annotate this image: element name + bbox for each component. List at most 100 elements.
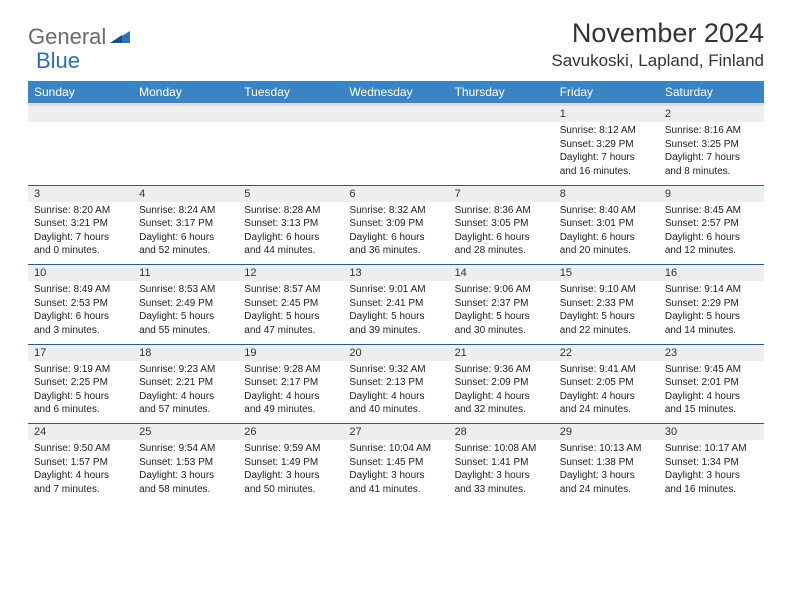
day-number-cell: 7 — [449, 185, 554, 202]
daylight-line: Daylight: 7 hours and 16 minutes. — [560, 151, 653, 178]
daylight-line: Daylight: 3 hours and 41 minutes. — [349, 469, 442, 496]
daylight-line: Daylight: 5 hours and 14 minutes. — [665, 310, 758, 337]
day-details-cell: Sunrise: 8:45 AMSunset: 2:57 PMDaylight:… — [659, 202, 764, 265]
daylight-line: Daylight: 6 hours and 20 minutes. — [560, 231, 653, 258]
sunset-line: Sunset: 2:17 PM — [244, 376, 337, 390]
sunrise-line: Sunrise: 10:04 AM — [349, 442, 442, 456]
day-number-cell: 12 — [238, 265, 343, 282]
day-details-cell: Sunrise: 9:19 AMSunset: 2:25 PMDaylight:… — [28, 361, 133, 424]
weekday-header: Tuesday — [238, 81, 343, 105]
day-details-cell: Sunrise: 8:16 AMSunset: 3:25 PMDaylight:… — [659, 122, 764, 185]
weekday-header: Monday — [133, 81, 238, 105]
sunset-line: Sunset: 1:57 PM — [34, 456, 127, 470]
sunset-line: Sunset: 2:41 PM — [349, 297, 442, 311]
sunset-line: Sunset: 2:09 PM — [455, 376, 548, 390]
day-number-cell: 28 — [449, 424, 554, 441]
daylight-line: Daylight: 4 hours and 15 minutes. — [665, 390, 758, 417]
sunrise-line: Sunrise: 8:53 AM — [139, 283, 232, 297]
sunset-line: Sunset: 3:29 PM — [560, 138, 653, 152]
day-details-cell: Sunrise: 10:17 AMSunset: 1:34 PMDaylight… — [659, 440, 764, 503]
day-details-cell: Sunrise: 9:01 AMSunset: 2:41 PMDaylight:… — [343, 281, 448, 344]
sunrise-line: Sunrise: 8:49 AM — [34, 283, 127, 297]
header: General November 2024 Savukoski, Lapland… — [28, 18, 764, 71]
daylight-line: Daylight: 5 hours and 6 minutes. — [34, 390, 127, 417]
day-number-cell: 11 — [133, 265, 238, 282]
day-details-cell: Sunrise: 9:23 AMSunset: 2:21 PMDaylight:… — [133, 361, 238, 424]
sunset-line: Sunset: 2:05 PM — [560, 376, 653, 390]
day-details-cell: Sunrise: 10:08 AMSunset: 1:41 PMDaylight… — [449, 440, 554, 503]
daylight-line: Daylight: 7 hours and 8 minutes. — [665, 151, 758, 178]
daylight-line: Daylight: 3 hours and 16 minutes. — [665, 469, 758, 496]
sunset-line: Sunset: 1:41 PM — [455, 456, 548, 470]
sunset-line: Sunset: 2:25 PM — [34, 376, 127, 390]
sunrise-line: Sunrise: 9:32 AM — [349, 363, 442, 377]
daylight-line: Daylight: 3 hours and 50 minutes. — [244, 469, 337, 496]
sunrise-line: Sunrise: 9:10 AM — [560, 283, 653, 297]
day-details-cell: Sunrise: 9:10 AMSunset: 2:33 PMDaylight:… — [554, 281, 659, 344]
daylight-line: Daylight: 5 hours and 39 minutes. — [349, 310, 442, 337]
day-number-cell: 20 — [343, 344, 448, 361]
sunset-line: Sunset: 2:53 PM — [34, 297, 127, 311]
day-number-cell: 19 — [238, 344, 343, 361]
day-details-cell: Sunrise: 8:24 AMSunset: 3:17 PMDaylight:… — [133, 202, 238, 265]
day-number-cell: 14 — [449, 265, 554, 282]
sunset-line: Sunset: 3:13 PM — [244, 217, 337, 231]
calendar-table: SundayMondayTuesdayWednesdayThursdayFrid… — [28, 81, 764, 503]
day-number-cell: 27 — [343, 424, 448, 441]
day-details-cell: Sunrise: 8:53 AMSunset: 2:49 PMDaylight:… — [133, 281, 238, 344]
day-number-cell — [133, 105, 238, 123]
day-details-cell: Sunrise: 8:40 AMSunset: 3:01 PMDaylight:… — [554, 202, 659, 265]
sunrise-line: Sunrise: 8:12 AM — [560, 124, 653, 138]
day-details-cell: Sunrise: 9:36 AMSunset: 2:09 PMDaylight:… — [449, 361, 554, 424]
day-details-cell: Sunrise: 9:41 AMSunset: 2:05 PMDaylight:… — [554, 361, 659, 424]
sunset-line: Sunset: 2:29 PM — [665, 297, 758, 311]
day-details-cell: Sunrise: 9:50 AMSunset: 1:57 PMDaylight:… — [28, 440, 133, 503]
day-number-cell: 15 — [554, 265, 659, 282]
day-number-cell: 5 — [238, 185, 343, 202]
day-number-cell: 8 — [554, 185, 659, 202]
day-details-cell: Sunrise: 8:32 AMSunset: 3:09 PMDaylight:… — [343, 202, 448, 265]
day-number-cell: 23 — [659, 344, 764, 361]
day-details-cell: Sunrise: 8:57 AMSunset: 2:45 PMDaylight:… — [238, 281, 343, 344]
sunrise-line: Sunrise: 9:01 AM — [349, 283, 442, 297]
day-details-cell: Sunrise: 9:14 AMSunset: 2:29 PMDaylight:… — [659, 281, 764, 344]
logo-word-2: Blue — [36, 48, 80, 74]
sunrise-line: Sunrise: 8:32 AM — [349, 204, 442, 218]
day-number-cell: 4 — [133, 185, 238, 202]
daylight-line: Daylight: 4 hours and 40 minutes. — [349, 390, 442, 417]
day-number-cell — [28, 105, 133, 123]
sunrise-line: Sunrise: 9:28 AM — [244, 363, 337, 377]
sunset-line: Sunset: 3:01 PM — [560, 217, 653, 231]
daylight-line: Daylight: 3 hours and 33 minutes. — [455, 469, 548, 496]
daylight-line: Daylight: 6 hours and 52 minutes. — [139, 231, 232, 258]
sunrise-line: Sunrise: 9:36 AM — [455, 363, 548, 377]
sunset-line: Sunset: 1:49 PM — [244, 456, 337, 470]
sunset-line: Sunset: 1:45 PM — [349, 456, 442, 470]
sunrise-line: Sunrise: 8:28 AM — [244, 204, 337, 218]
sunset-line: Sunset: 3:17 PM — [139, 217, 232, 231]
day-details-cell — [133, 122, 238, 185]
sunset-line: Sunset: 1:38 PM — [560, 456, 653, 470]
daylight-line: Daylight: 6 hours and 12 minutes. — [665, 231, 758, 258]
month-title: November 2024 — [551, 18, 764, 49]
daylight-line: Daylight: 4 hours and 7 minutes. — [34, 469, 127, 496]
day-number-cell: 25 — [133, 424, 238, 441]
day-details-cell: Sunrise: 8:49 AMSunset: 2:53 PMDaylight:… — [28, 281, 133, 344]
day-details-cell — [28, 122, 133, 185]
logo-triangle-icon — [110, 27, 130, 48]
daylight-line: Daylight: 5 hours and 55 minutes. — [139, 310, 232, 337]
location-title: Savukoski, Lapland, Finland — [551, 51, 764, 71]
sunrise-line: Sunrise: 9:45 AM — [665, 363, 758, 377]
sunrise-line: Sunrise: 9:54 AM — [139, 442, 232, 456]
day-number-cell: 26 — [238, 424, 343, 441]
sunset-line: Sunset: 3:05 PM — [455, 217, 548, 231]
day-number-cell: 10 — [28, 265, 133, 282]
day-details-cell — [238, 122, 343, 185]
day-details-cell — [343, 122, 448, 185]
day-details-cell: Sunrise: 10:13 AMSunset: 1:38 PMDaylight… — [554, 440, 659, 503]
daylight-line: Daylight: 4 hours and 32 minutes. — [455, 390, 548, 417]
sunrise-line: Sunrise: 8:20 AM — [34, 204, 127, 218]
daylight-line: Daylight: 6 hours and 3 minutes. — [34, 310, 127, 337]
sunrise-line: Sunrise: 9:19 AM — [34, 363, 127, 377]
day-details-cell: Sunrise: 10:04 AMSunset: 1:45 PMDaylight… — [343, 440, 448, 503]
